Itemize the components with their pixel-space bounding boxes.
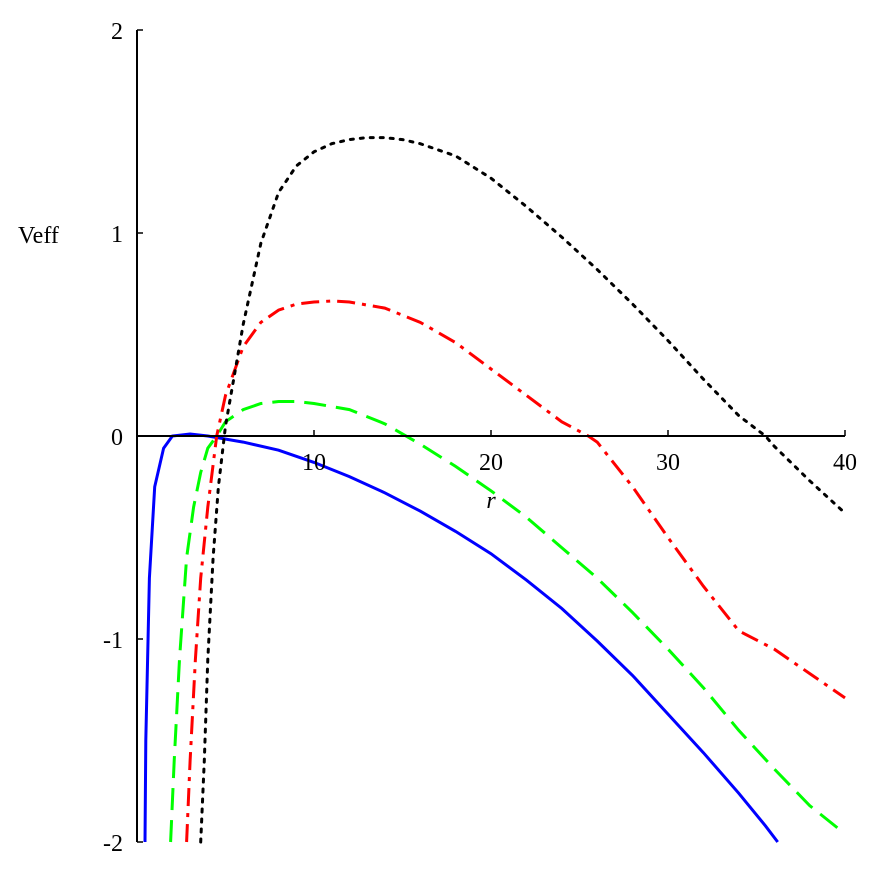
series-line-solid xyxy=(143,432,779,843)
y-axis-label: Veff xyxy=(18,223,59,249)
series-line-dashed xyxy=(169,400,846,843)
x-ticks: 10 20 30 40 xyxy=(302,430,857,476)
x-tick-label: 40 xyxy=(833,450,857,476)
x-tick-label: 20 xyxy=(479,450,503,476)
y-tick-label: 0 xyxy=(111,425,123,451)
x-axis-label: r xyxy=(486,488,496,514)
series-line-dotted xyxy=(199,136,847,844)
y-ticks: -2 -1 0 1 2 xyxy=(103,19,143,857)
series-line-dashdot xyxy=(185,299,846,843)
y-tick-label: 1 xyxy=(111,222,123,248)
y-tick-label: -1 xyxy=(103,628,123,654)
x-tick-label: 30 xyxy=(656,450,680,476)
x-tick-label: 10 xyxy=(302,450,326,476)
y-tick-label: 2 xyxy=(111,19,123,45)
y-tick-label: -2 xyxy=(103,831,123,857)
series-layer xyxy=(143,136,847,844)
